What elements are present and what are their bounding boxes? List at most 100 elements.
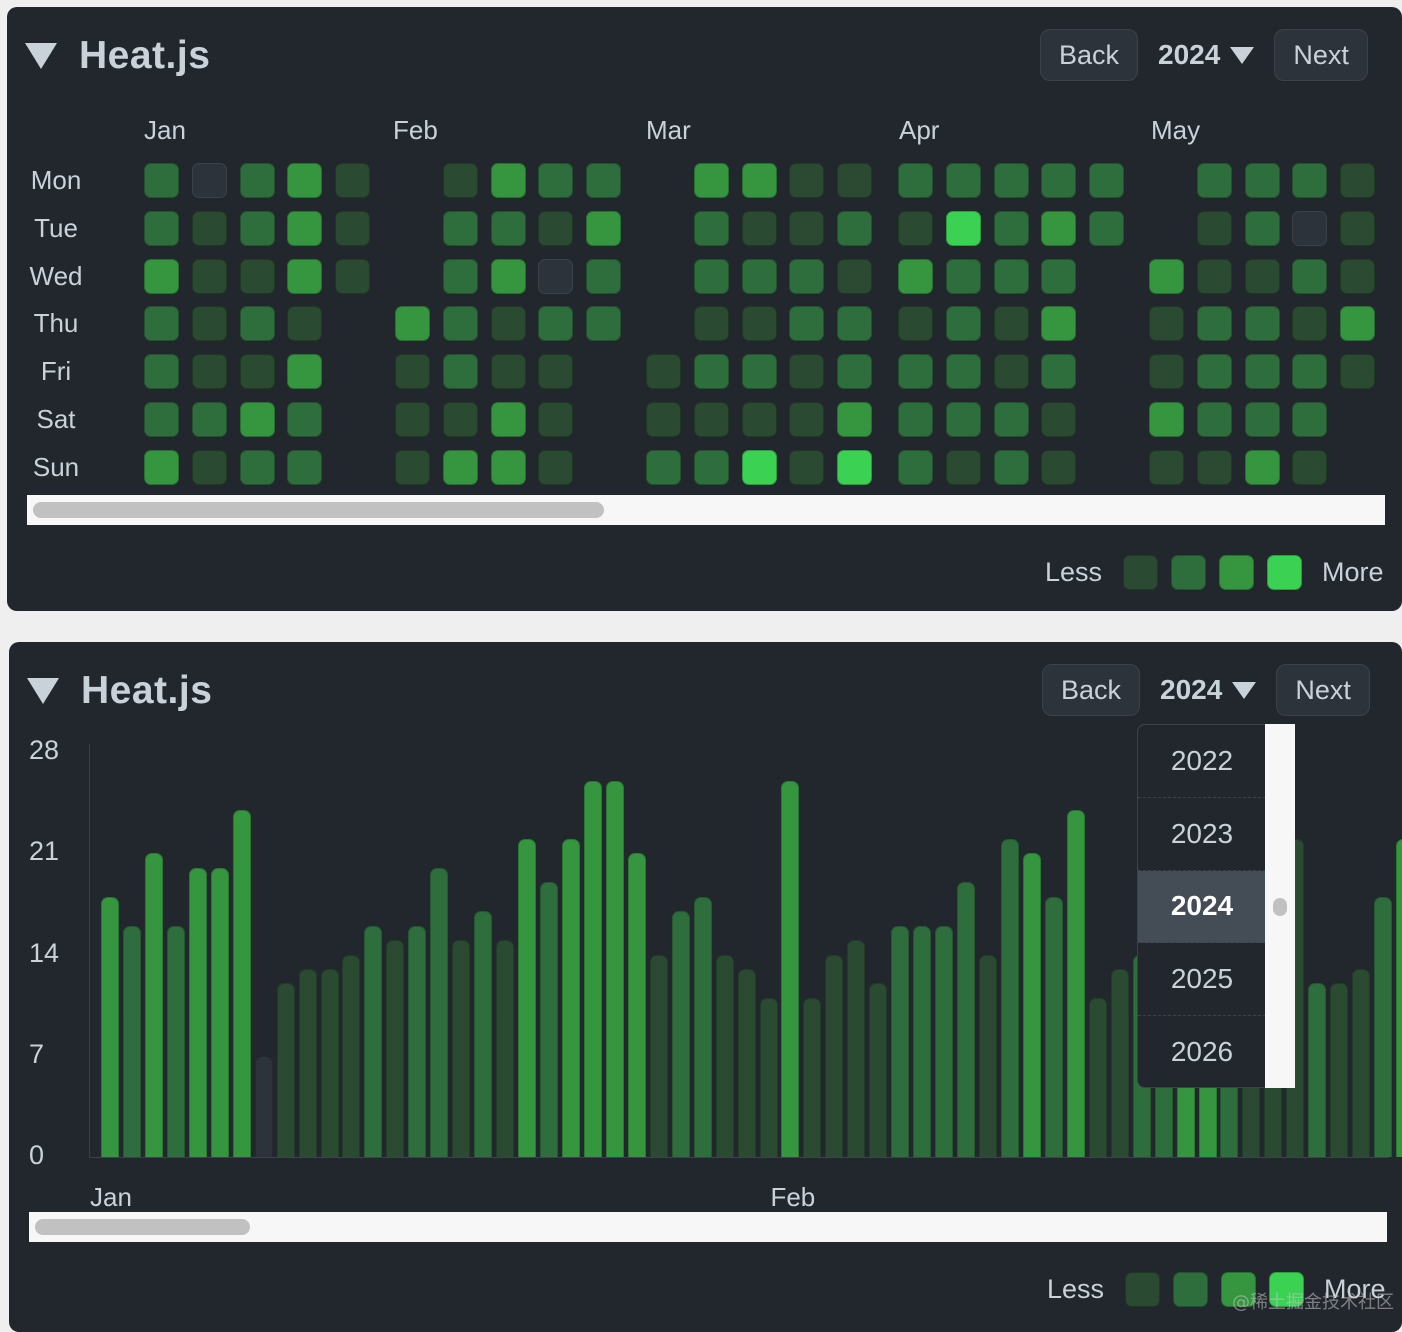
heat-cell[interactable] [1340, 306, 1376, 342]
heatmap-title-row[interactable]: Heat.js [25, 31, 210, 81]
heat-cell[interactable] [490, 354, 526, 390]
chart-bar[interactable] [232, 809, 251, 1157]
chart-bar[interactable] [1044, 896, 1063, 1157]
heat-cell[interactable] [442, 163, 478, 198]
dropdown-scrollbar[interactable] [1265, 724, 1295, 1088]
heat-cell[interactable] [646, 402, 681, 437]
heat-cell[interactable] [693, 258, 729, 294]
heat-cell[interactable] [789, 354, 825, 390]
chart-bar[interactable] [430, 867, 449, 1157]
legend-swatch-2[interactable] [1173, 1272, 1209, 1307]
horizontal-scrollbar[interactable] [29, 1212, 1387, 1242]
chart-bar[interactable] [144, 853, 163, 1157]
heat-cell[interactable] [1292, 306, 1328, 342]
heat-cell[interactable] [287, 258, 323, 294]
heat-cell[interactable] [287, 402, 323, 437]
year-option-2026[interactable]: 2026 [1138, 1016, 1266, 1087]
heat-cell[interactable] [1292, 402, 1328, 437]
chart-bar[interactable] [847, 940, 866, 1157]
heat-cell[interactable] [1292, 449, 1328, 485]
heat-cell[interactable] [191, 354, 227, 390]
chart-bar[interactable] [101, 896, 119, 1157]
heat-cell[interactable] [1041, 210, 1077, 246]
legend-swatch-1[interactable] [1123, 555, 1159, 590]
heat-cell[interactable] [395, 449, 430, 485]
heat-cell[interactable] [1089, 163, 1125, 198]
chart-bar[interactable] [605, 780, 624, 1157]
legend-swatch-3[interactable] [1219, 555, 1255, 590]
legend-swatch-4[interactable] [1267, 555, 1303, 590]
chart-bar[interactable] [825, 954, 844, 1157]
heat-cell[interactable] [239, 306, 275, 342]
heat-cell[interactable] [442, 258, 478, 294]
heat-cell[interactable] [1292, 210, 1328, 246]
heat-cell[interactable] [837, 210, 873, 246]
chart-bar[interactable] [737, 968, 756, 1157]
heat-cell[interactable] [287, 449, 323, 485]
heat-cell[interactable] [1149, 258, 1184, 294]
chart-bar[interactable] [496, 940, 515, 1157]
heat-cell[interactable] [1244, 163, 1280, 198]
heat-cell[interactable] [490, 163, 526, 198]
heat-cell[interactable] [789, 163, 825, 198]
chart-bar[interactable] [210, 867, 229, 1157]
heat-cell[interactable] [1340, 210, 1376, 246]
heat-cell[interactable] [239, 210, 275, 246]
chart-bar[interactable] [979, 954, 997, 1157]
chart-bar[interactable] [364, 925, 383, 1157]
chart-bar[interactable] [715, 954, 734, 1157]
chart-bar[interactable] [1066, 809, 1085, 1157]
heat-cell[interactable] [898, 402, 933, 437]
heat-cell[interactable] [898, 163, 933, 198]
horizontal-scrollbar[interactable] [27, 495, 1385, 525]
heat-cell[interactable] [741, 306, 777, 342]
heat-cell[interactable] [191, 258, 227, 294]
heat-cell[interactable] [837, 402, 873, 437]
heat-cell[interactable] [898, 449, 933, 485]
dropdown-scrollbar-thumb[interactable] [1273, 898, 1287, 916]
heat-cell[interactable] [945, 306, 981, 342]
heat-cell[interactable] [1244, 306, 1280, 342]
heat-cell[interactable] [538, 163, 574, 198]
chart-bar[interactable] [671, 911, 690, 1157]
heat-cell[interactable] [898, 354, 933, 390]
heat-cell[interactable] [993, 306, 1029, 342]
heat-cell[interactable] [1041, 163, 1077, 198]
heat-cell[interactable] [741, 258, 777, 294]
heat-cell[interactable] [837, 163, 873, 198]
heat-cell[interactable] [1041, 354, 1077, 390]
heat-cell[interactable] [898, 258, 933, 294]
heat-cell[interactable] [741, 210, 777, 246]
heat-cell[interactable] [837, 306, 873, 342]
year-selector[interactable]: 2024 [1160, 674, 1257, 706]
heat-cell[interactable] [1292, 258, 1328, 294]
chart-bar[interactable] [627, 853, 646, 1157]
legend-swatch-2[interactable] [1171, 555, 1207, 590]
heat-cell[interactable] [144, 449, 179, 485]
heat-cell[interactable] [239, 354, 275, 390]
heat-cell[interactable] [693, 402, 729, 437]
heat-cell[interactable] [1244, 354, 1280, 390]
heat-cell[interactable] [945, 210, 981, 246]
scrollbar-thumb[interactable] [35, 1219, 250, 1235]
heat-cell[interactable] [741, 354, 777, 390]
chart-bar[interactable] [891, 925, 910, 1157]
heat-cell[interactable] [490, 449, 526, 485]
heat-cell[interactable] [395, 402, 430, 437]
heat-cell[interactable] [1196, 354, 1232, 390]
heat-cell[interactable] [191, 163, 227, 198]
year-option-2022[interactable]: 2022 [1138, 725, 1266, 798]
chart-bar[interactable] [869, 983, 888, 1157]
heat-cell[interactable] [789, 449, 825, 485]
heat-cell[interactable] [741, 402, 777, 437]
chart-bar[interactable] [386, 940, 405, 1157]
chart-bar[interactable] [1308, 983, 1327, 1157]
heat-cell[interactable] [1149, 354, 1184, 390]
heat-cell[interactable] [191, 402, 227, 437]
chart-title-row[interactable]: Heat.js [27, 666, 212, 716]
heat-cell[interactable] [1149, 306, 1184, 342]
heat-cell[interactable] [693, 354, 729, 390]
chart-bar[interactable] [166, 925, 185, 1157]
heat-cell[interactable] [898, 306, 933, 342]
heat-cell[interactable] [1292, 354, 1328, 390]
